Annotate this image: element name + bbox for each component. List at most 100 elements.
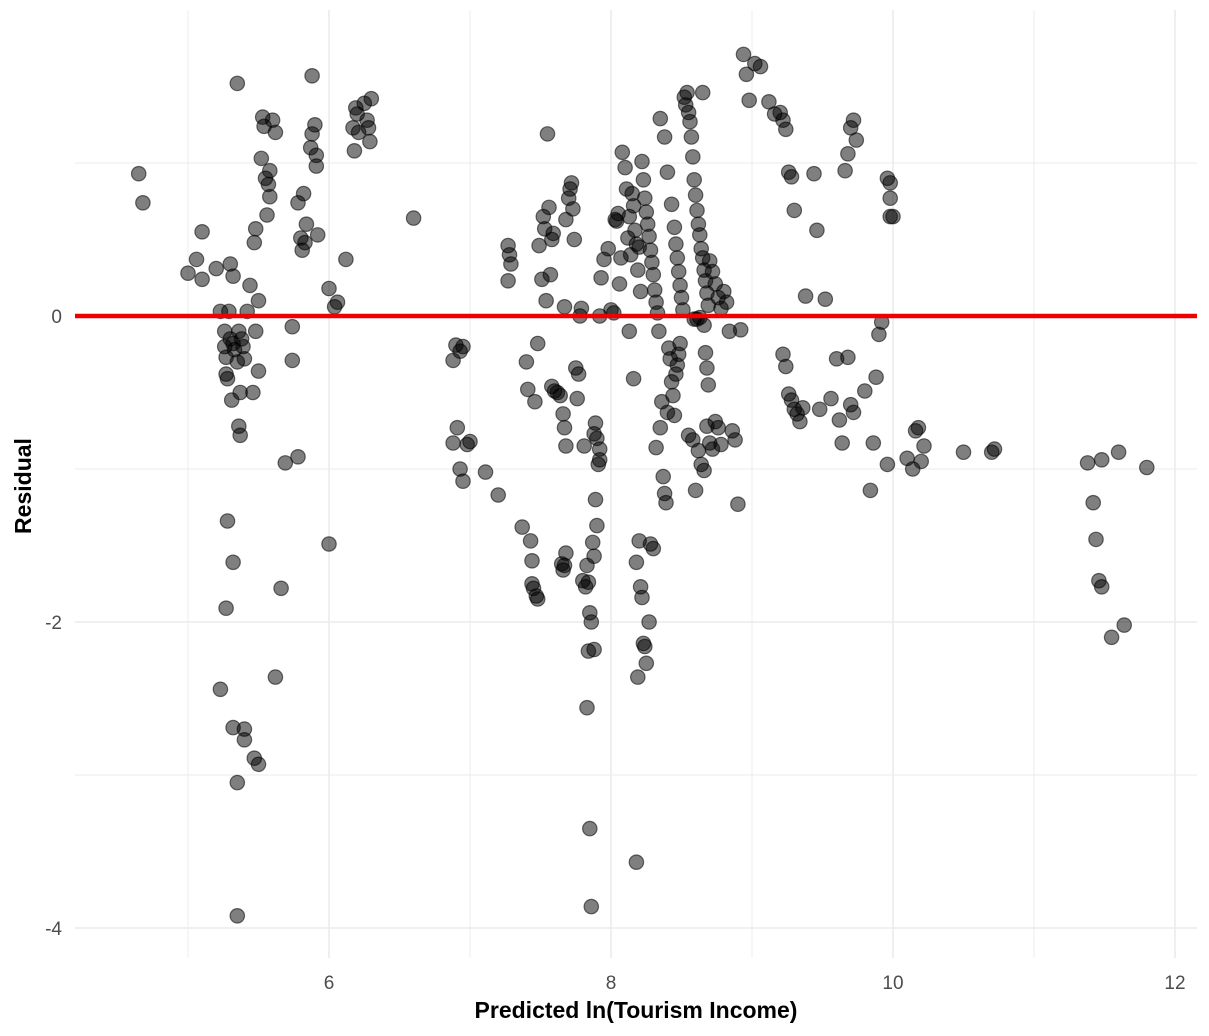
data-point (638, 655, 655, 672)
data-point (691, 227, 708, 243)
data-point (194, 224, 210, 240)
data-point (524, 552, 540, 569)
data-point (986, 441, 1003, 457)
data-point (583, 614, 600, 630)
data-point (817, 291, 834, 307)
data-point (558, 438, 574, 454)
points-layer (130, 46, 1155, 924)
data-point (247, 323, 264, 340)
data-point (346, 143, 363, 159)
data-point (188, 251, 205, 268)
data-point (565, 201, 581, 217)
data-point (628, 854, 645, 870)
data-point (236, 350, 253, 367)
data-point (321, 536, 337, 552)
data-point (455, 338, 471, 355)
data-point (529, 591, 546, 607)
data-point (636, 638, 653, 655)
data-point (848, 132, 865, 148)
data-point (542, 266, 559, 283)
data-point (689, 202, 705, 219)
data-point (586, 548, 602, 564)
data-point (218, 600, 234, 616)
data-point (663, 196, 680, 213)
data-point (563, 175, 580, 191)
data-point (208, 260, 224, 277)
tick-labels: 6 8 10 12 0 -2 -4 (45, 307, 1185, 994)
data-point (885, 208, 901, 225)
data-point (586, 641, 602, 658)
y-tick-label: -4 (45, 919, 62, 940)
data-point (777, 121, 794, 138)
data-point (809, 222, 825, 239)
data-point (679, 84, 695, 101)
data-point (666, 219, 683, 236)
data-point (290, 448, 306, 465)
data-point (556, 298, 573, 315)
data-point (862, 482, 879, 499)
data-point (636, 190, 653, 206)
data-point (267, 669, 284, 685)
data-point (840, 146, 856, 162)
data-point (246, 234, 263, 251)
data-point (865, 435, 882, 451)
data-point (611, 276, 628, 292)
data-point (229, 907, 246, 924)
data-point (910, 419, 927, 436)
data-point (696, 462, 712, 479)
data-point (806, 165, 822, 182)
data-point (225, 554, 241, 571)
data-point (656, 129, 673, 145)
data-point (569, 390, 585, 407)
data-point (449, 419, 466, 436)
data-point (338, 251, 354, 268)
data-point (250, 363, 267, 379)
data-point (665, 387, 681, 404)
data-point (329, 294, 346, 310)
y-axis-title: Residual (10, 438, 36, 534)
data-point (130, 165, 147, 182)
data-point (261, 162, 278, 179)
data-point (297, 234, 313, 251)
data-point (834, 435, 850, 451)
data-point (212, 681, 229, 698)
data-point (811, 401, 828, 418)
data-point (882, 190, 898, 206)
data-point (617, 159, 633, 176)
data-point (652, 419, 669, 436)
data-point (539, 126, 556, 142)
data-point (735, 46, 752, 63)
data-point (792, 413, 808, 430)
data-point (648, 439, 664, 456)
data-point (1139, 459, 1155, 476)
data-point (916, 438, 932, 454)
data-point (727, 432, 743, 448)
data-point (752, 58, 769, 75)
data-point (713, 436, 729, 453)
data-point (587, 415, 604, 431)
data-point (600, 240, 616, 257)
data-point (823, 390, 839, 407)
data-point (555, 406, 571, 422)
data-point (527, 393, 543, 410)
data-point (797, 288, 814, 304)
data-point (225, 268, 241, 284)
data-point (545, 225, 561, 242)
data-point (514, 519, 530, 535)
data-point (490, 487, 506, 503)
data-point (730, 496, 746, 512)
data-point (284, 352, 301, 369)
y-tick-label: 0 (51, 307, 62, 328)
data-point (584, 534, 601, 551)
data-point (259, 207, 275, 223)
data-point (253, 150, 270, 167)
data-point (579, 699, 595, 716)
data-point (625, 198, 642, 214)
data-point (1088, 531, 1104, 548)
data-point (641, 614, 657, 630)
data-point (580, 574, 597, 590)
data-point (732, 321, 749, 338)
x-tick-label: 10 (882, 973, 903, 994)
data-point (879, 456, 896, 473)
